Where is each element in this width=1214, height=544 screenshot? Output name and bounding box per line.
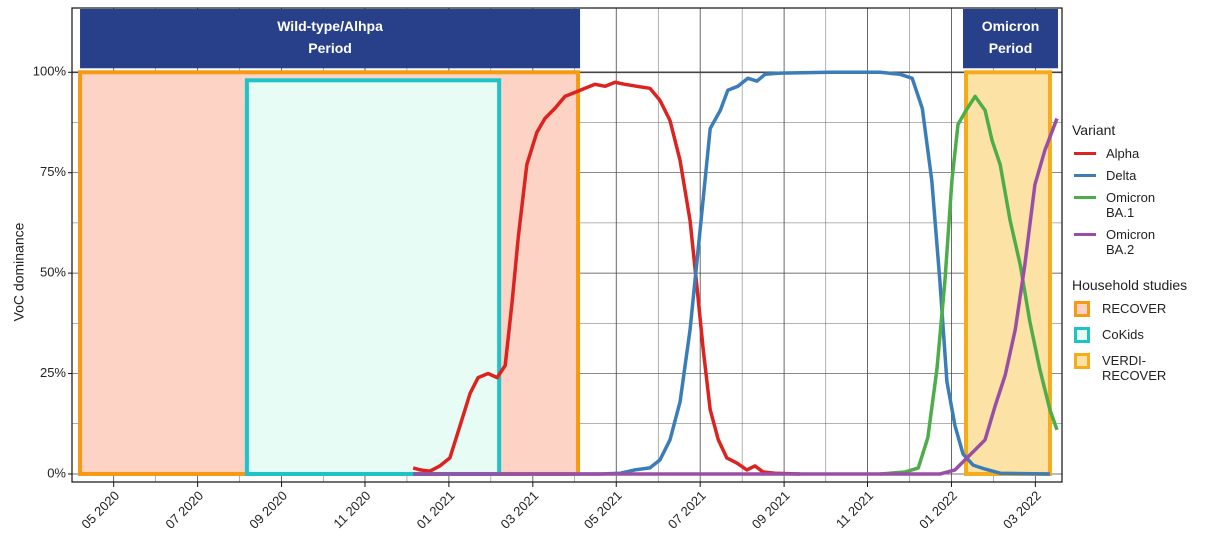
- period-label: Period: [308, 40, 352, 56]
- y-tick-label: 100%: [33, 64, 67, 79]
- period-banner: [963, 9, 1058, 69]
- period-label: Period: [989, 40, 1033, 56]
- x-tick-label: 01 2022: [916, 488, 960, 532]
- legend-swatch: [1074, 152, 1096, 155]
- x-tick-label: 09 2020: [246, 488, 290, 532]
- x-tick-label: 09 2021: [749, 488, 793, 532]
- legend-item: Alpha: [1072, 146, 1187, 161]
- legend-title: Variant: [1072, 122, 1116, 138]
- y-tick-label: 50%: [40, 265, 66, 280]
- y-tick-label: 25%: [40, 365, 66, 380]
- legend-label: Omicron BA.1: [1106, 190, 1156, 220]
- y-tick-label: 0%: [47, 465, 66, 480]
- x-tick-label: 03 2021: [498, 488, 542, 532]
- x-tick-label: 01 2021: [414, 488, 458, 532]
- variant-line: [412, 80, 801, 476]
- x-tick-label: 11 2020: [330, 488, 373, 531]
- legend-item: Delta: [1072, 168, 1187, 183]
- study-period: [964, 70, 1052, 476]
- period-label: Omicron: [982, 18, 1040, 34]
- period-label: Wild-type/Alhpa: [277, 18, 383, 34]
- legend-label: RECOVER: [1102, 301, 1167, 316]
- legend-swatch: [1074, 196, 1096, 199]
- y-axis-label: VoC dominance: [11, 222, 27, 321]
- period-banner: [80, 9, 581, 69]
- x-tick-label: 05 2020: [78, 488, 122, 532]
- variant-line: [879, 94, 1059, 476]
- legend: Variant Alpha Delta Omicron BA.1 Omicron BA.…: [1072, 122, 1187, 393]
- legend-swatch: [1074, 233, 1096, 236]
- plot-frame: [71, 7, 1063, 483]
- legend-item: VERDI-RECOVER: [1072, 353, 1187, 383]
- x-tick-label: 05 2021: [581, 488, 625, 532]
- legend-label: Alpha: [1106, 146, 1140, 161]
- legend-label: Omicron BA.2: [1106, 227, 1156, 257]
- legend-label: CoKids: [1102, 327, 1144, 342]
- legend-title: Household studies: [1072, 277, 1188, 293]
- legend-item: Omicron BA.2: [1072, 227, 1187, 257]
- legend-item: RECOVER: [1072, 301, 1187, 317]
- variant-line: [413, 117, 1059, 476]
- x-tick-label: 07 2020: [162, 488, 206, 532]
- legend-item: Omicron BA.1: [1072, 190, 1187, 220]
- legend-label: VERDI-RECOVER: [1102, 353, 1167, 383]
- legend-item: CoKids: [1072, 327, 1187, 343]
- legend-swatch: [1074, 353, 1090, 369]
- legend-swatch: [1074, 327, 1090, 343]
- x-tick-label: 03 2022: [1000, 488, 1044, 532]
- y-tick-label: 75%: [40, 164, 66, 179]
- legend-swatch: [1074, 301, 1090, 317]
- x-tick-label: 07 2021: [665, 488, 709, 532]
- legend-swatch: [1074, 174, 1096, 177]
- legend-label: Delta: [1106, 168, 1137, 183]
- variant-line: [413, 70, 1050, 476]
- study-period: [244, 78, 502, 476]
- x-tick-label: 11 2021: [833, 488, 876, 531]
